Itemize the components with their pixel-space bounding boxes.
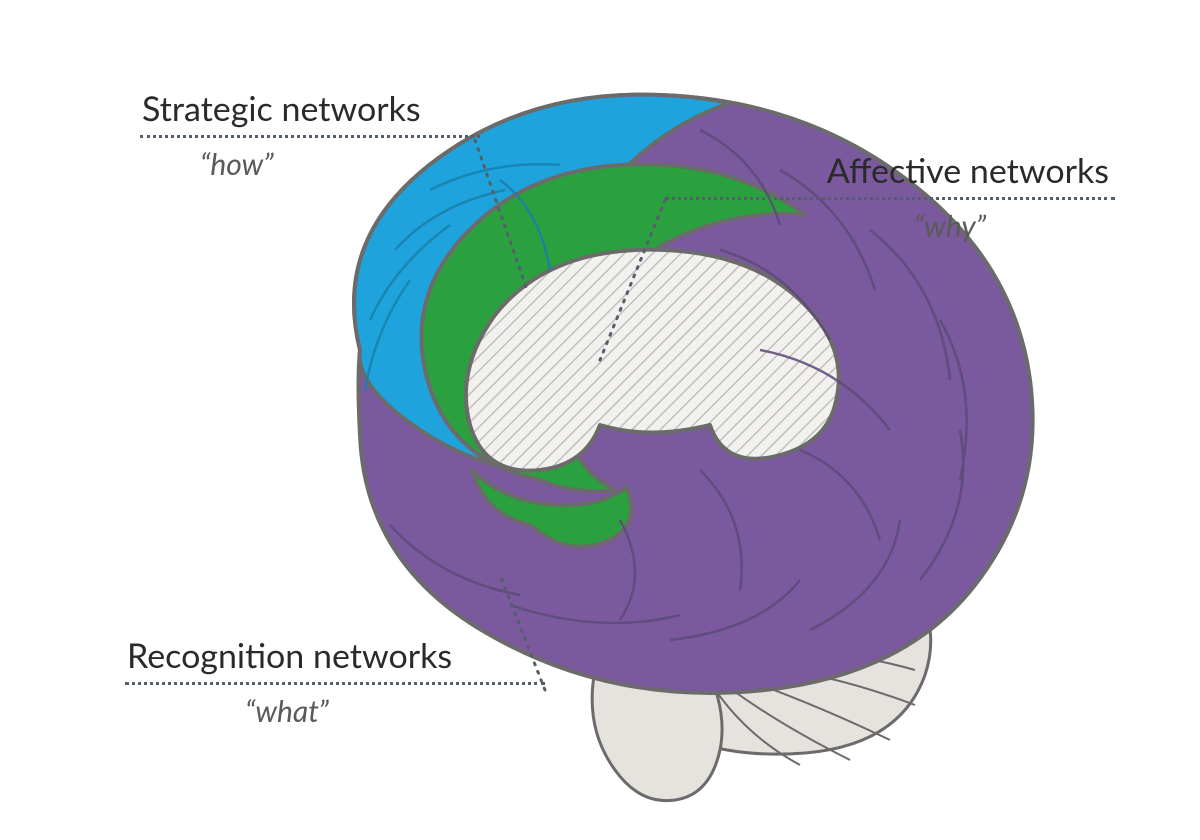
label-affective-title: Affective networks [665,150,1115,197]
label-strategic-underline [140,135,480,138]
label-recognition-sub: “what” [125,693,545,729]
label-affective-sub: “why” [665,208,1115,244]
label-strategic-sub: “how” [140,146,480,182]
label-strategic-title: Strategic networks [140,88,480,135]
label-strategic: Strategic networks “how” [140,88,480,182]
label-affective-underline [665,197,1115,200]
label-recognition: Recognition networks “what” [125,635,545,729]
brain-diagram: Strategic networks “how” Affective netwo… [0,0,1200,840]
label-recognition-title: Recognition networks [125,635,545,682]
label-recognition-underline [125,682,545,685]
label-affective: Affective networks “why” [665,150,1115,244]
